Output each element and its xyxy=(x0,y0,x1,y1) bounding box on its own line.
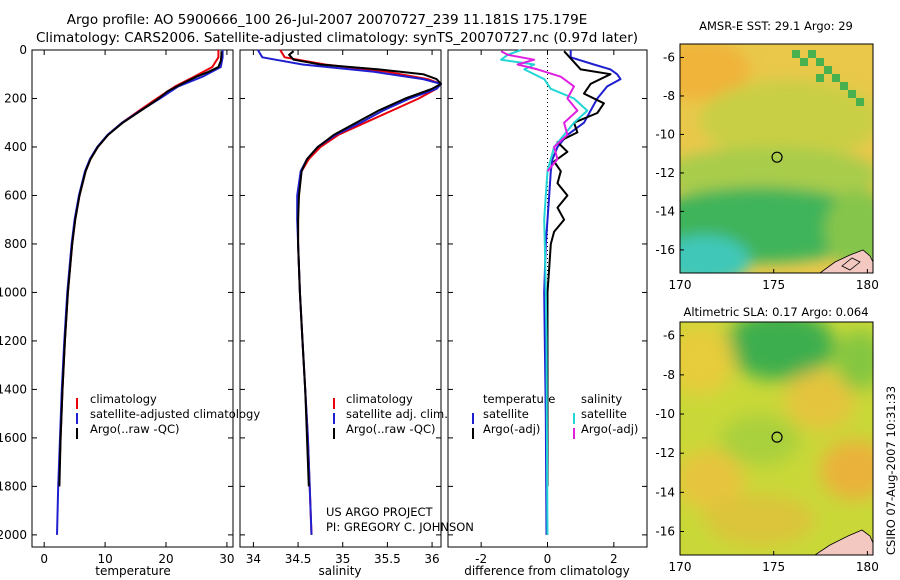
sst-ytick-label: -6 xyxy=(663,50,675,64)
salinity-xlabel: salinity xyxy=(318,564,361,578)
difference-xlabel: difference from climatology xyxy=(464,564,630,578)
sla-ytick-label: -10 xyxy=(655,407,675,421)
sst-map: AMSR-E SST: 29.1 Argo: 29 xyxy=(679,19,874,274)
sst-map-title: AMSR-E SST: 29.1 Argo: 29 xyxy=(699,19,853,33)
depth-tick-label: 600 xyxy=(4,188,27,202)
salinity-panel: salinity xyxy=(239,49,442,578)
sla-xtick-label: 175 xyxy=(762,560,785,574)
figure-title-line1: Argo profile: AO 5900666_100 26-Jul-2007… xyxy=(67,12,588,28)
sla-map-frame xyxy=(679,321,874,556)
temperature-legend: climatology satellite-adjusted climatolo… xyxy=(76,392,260,439)
sla-ytick-label: -16 xyxy=(655,525,675,539)
legend-label-argo: Argo(..raw -QC) xyxy=(346,422,436,436)
temperature-series-satellite-adjusted-climatology xyxy=(56,50,224,535)
sla-xtick-label: 180 xyxy=(856,560,879,574)
salinity-series-argo-raw-qc- xyxy=(288,50,442,487)
sst-xtick-label: 175 xyxy=(762,278,785,292)
salinity-xtick-label: 34 xyxy=(246,552,261,566)
depth-tick-label: 1200 xyxy=(0,334,27,348)
legend-label-sal-satellite: satellite xyxy=(581,407,627,421)
timestamp: CSIRO 07-Aug-2007 10:31:33 xyxy=(884,386,898,555)
sst-field xyxy=(680,44,873,273)
sst-xtick-label: 180 xyxy=(856,278,879,292)
sla-map: Altimetric SLA: 0.17 Argo: 0.064 xyxy=(679,305,874,556)
sla-ytick-label: -6 xyxy=(663,329,675,343)
salinity-xtick-label: 35.5 xyxy=(374,552,401,566)
sla-ytick-label: -14 xyxy=(655,485,675,499)
legend-label-climatology: climatology xyxy=(346,392,413,406)
depth-tick-label: 400 xyxy=(4,140,27,154)
temperature-panel: temperature xyxy=(31,49,234,578)
sla-argo-marker xyxy=(771,431,783,443)
sst-ytick-label: -12 xyxy=(655,166,675,180)
legend-label-temp-argo: Argo(-adj) xyxy=(483,422,540,436)
sla-map-title: Altimetric SLA: 0.17 Argo: 0.064 xyxy=(683,305,868,319)
depth-tick-label: 1800 xyxy=(0,479,27,493)
generated-marks: 0 10 20 30020040060080010001200140016001800… xyxy=(0,43,879,574)
salinity-axes-box xyxy=(239,49,442,548)
temperature-xtick-label: 10 xyxy=(97,552,112,566)
legend-label-satellite: satellite-adjusted climatology xyxy=(90,407,260,421)
difference-xtick-label: 0 xyxy=(544,552,552,566)
sst-argo-marker xyxy=(771,151,783,163)
sst-ytick-label: -14 xyxy=(655,204,675,218)
sst-ytick-label: -16 xyxy=(655,243,675,257)
depth-tick-label: 1400 xyxy=(0,382,27,396)
temperature-xtick-label: 20 xyxy=(158,552,173,566)
salinity-series-satellite-adj-clim- xyxy=(257,49,442,535)
sla-field xyxy=(680,322,873,555)
difference-legend: temperature salinity satellite Argo(-adj… xyxy=(472,392,638,439)
salinity-legend: climatology satellite adj. clim. Argo(..… xyxy=(333,392,448,439)
sst-ytick-label: -8 xyxy=(663,89,675,103)
difference-xtick-label: -2 xyxy=(475,552,487,566)
depth-tick-label: 2000 xyxy=(0,528,27,542)
temperature-xtick-label: 30 xyxy=(219,552,234,566)
sst-xtick-label: 170 xyxy=(669,278,692,292)
difference-series-temperature-argo-adj- xyxy=(546,50,612,487)
temperature-xtick-label: 0 xyxy=(40,552,48,566)
figure-title-line2: Climatology: CARS2006. Satellite-adjuste… xyxy=(36,30,638,46)
sla-xtick-label: 170 xyxy=(669,560,692,574)
depth-tick-label: 1600 xyxy=(0,431,27,445)
salinity-xtick-label: 35 xyxy=(335,552,350,566)
legend-label-temp-satellite: satellite xyxy=(483,407,529,421)
project-name: US ARGO PROJECT xyxy=(326,505,434,519)
difference-series-salinity-argo-adj- xyxy=(500,50,579,172)
project-pi: PI: GREGORY C. JOHNSON xyxy=(326,520,474,534)
legend-label-sal-argo: Argo(-adj) xyxy=(581,422,638,436)
temperature-series-argo-raw-qc- xyxy=(58,51,223,487)
difference-series-salinity-satellite xyxy=(500,49,589,535)
legend-label-satellite: satellite adj. clim. xyxy=(346,407,448,421)
salinity-xtick-label: 34.5 xyxy=(285,552,312,566)
salinity-xtick-label: 36 xyxy=(424,552,439,566)
depth-tick-label: 0 xyxy=(19,43,27,57)
legend-header-salinity: salinity xyxy=(581,392,622,406)
sla-ytick-label: -8 xyxy=(663,368,675,382)
difference-series-temperature-satellite xyxy=(543,50,622,535)
sst-ytick-label: -10 xyxy=(655,127,675,141)
legend-label-climatology: climatology xyxy=(90,392,157,406)
legend-label-argo: Argo(..raw -QC) xyxy=(90,422,180,436)
depth-tick-label: 200 xyxy=(4,91,27,105)
sst-map-frame xyxy=(679,43,874,274)
legend-header-temperature: temperature xyxy=(483,392,555,406)
sla-ytick-label: -12 xyxy=(655,446,675,460)
temperature-xlabel: temperature xyxy=(95,564,170,578)
depth-tick-label: 1000 xyxy=(0,285,27,299)
depth-tick-label: 800 xyxy=(4,237,27,251)
difference-xtick-label: 2 xyxy=(610,552,618,566)
temperature-axes-box xyxy=(31,49,234,548)
